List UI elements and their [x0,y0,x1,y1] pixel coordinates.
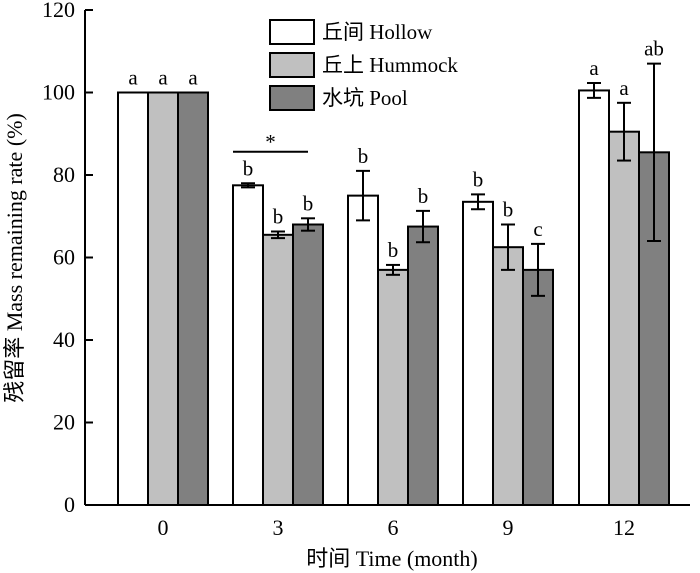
annotations: * [233,130,308,154]
y-tick-label: 100 [42,80,75,105]
y-axis-title: 残留率 Mass remaining rate (%) [2,113,27,403]
significance-letter: b [388,238,399,262]
y-ticks: 0 20 40 60 80 100 120 [42,0,93,517]
bar [492,246,524,506]
legend-swatch [269,19,315,45]
x-axis-title: 时间 Time (month) [306,546,478,571]
bar [147,91,179,506]
y-tick-label: 120 [42,0,75,22]
x-tick-label: 0 [158,515,169,540]
significance-letter: b [273,205,284,229]
significance-letter: a [619,76,629,100]
bar [292,223,324,506]
significance-letter: b [358,144,369,168]
bar [608,130,640,506]
y-tick-label: 20 [53,410,75,435]
bar [522,268,554,506]
significance-letter: a [128,66,138,90]
bar [407,225,439,506]
bar [117,91,149,506]
x-tick-label: 6 [388,515,399,540]
significance-letter: b [473,167,484,191]
significance-letter: ab [644,37,664,61]
y-tick-label: 0 [64,492,75,517]
bar [177,91,209,506]
bar [232,184,264,506]
bar [347,194,379,506]
x-tick-label: 12 [613,515,635,540]
y-tick-label: 60 [53,245,75,270]
significance-letter: b [418,184,429,208]
legend: 丘间 Hollow 丘上 Hummock 水坑 Pool [269,19,458,111]
significance-letter: b [243,156,254,180]
y-tick-label: 80 [53,162,75,187]
legend-label: 丘间 Hollow [322,20,433,44]
bar [262,233,294,506]
significance-letter: c [533,217,542,241]
significance-letter: b [303,191,314,215]
x-tick-label: 9 [503,515,514,540]
bar [462,200,494,506]
significance-letter: b [503,198,514,222]
significance-letter: a [158,66,168,90]
legend-label: 水坑 Pool [322,86,408,110]
legend-swatch [269,52,315,78]
significance-letter: a [589,56,599,80]
legend-label: 丘上 Hummock [322,53,458,77]
y-tick-label: 40 [53,327,75,352]
bar [578,89,610,506]
legend-swatch [269,85,315,111]
x-tick-label: 3 [273,515,284,540]
bar [377,268,409,506]
significance-asterisk: * [265,130,276,154]
significance-letter: a [188,66,198,90]
